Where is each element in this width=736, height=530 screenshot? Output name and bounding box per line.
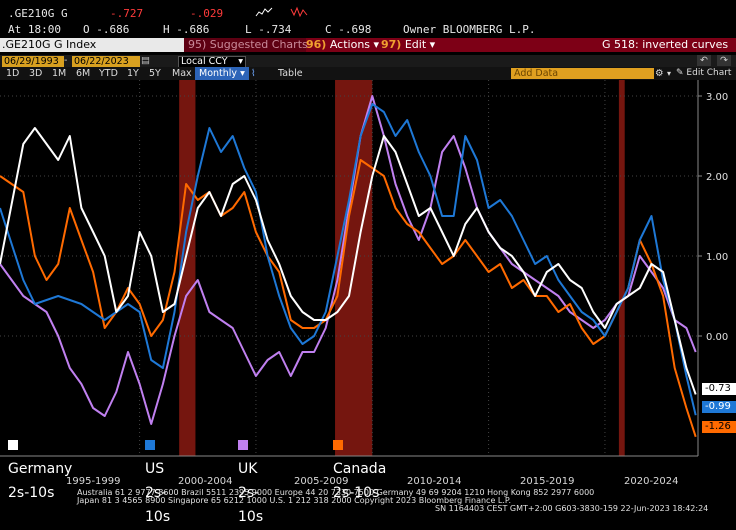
y-tick-label: 3.00 [706,92,728,103]
dropdown-caret-icon: ▾ [238,56,243,67]
edit-menu[interactable]: 97) Edit ▾ [381,38,436,51]
range-ytd[interactable]: YTD [99,68,118,79]
legend-swatch-canada [333,440,343,450]
redo-icon[interactable]: ↷ [717,55,731,66]
legend-swatch-germany [8,440,18,450]
volatility-icon [290,6,308,21]
dropdown-caret-icon: ▾ [373,38,380,51]
range-1d[interactable]: 1D [6,68,20,79]
high-label: H -.686 [163,23,210,36]
owner-label: Owner BLOOMBERG L.P. [403,23,536,36]
index-label[interactable]: .GE210G G Index [0,38,184,52]
frequency-select[interactable]: Monthly ▾ [195,67,249,80]
x-label-1995: 1995-1999 [66,476,121,487]
x-label-2000: 2000-2004 [178,476,233,487]
range-3d[interactable]: 3D [29,68,43,79]
end-date-field[interactable]: 06/22/2023 [72,56,140,67]
net-change: -.029 [190,7,224,20]
line-chart-icon[interactable]: ⌇ [251,68,256,79]
legend-germany[interactable]: Germany 2s-10s [8,433,72,501]
range-5y[interactable]: 5Y [149,68,161,79]
undo-icon[interactable]: ↶ [697,55,711,66]
time-label: At 18:00 [8,23,61,36]
sparkline-icon [255,6,273,21]
line-chart[interactable]: 3.00 2.00 1.00 0.00 [0,80,736,476]
range-max[interactable]: Max [172,68,192,79]
range-1y[interactable]: 1Y [127,68,139,79]
pencil-icon: ✎ [676,68,684,78]
series-line-us [0,103,697,416]
dropdown-caret-icon: ▾ [429,38,436,51]
last-value-germany: -0.73 [702,383,736,395]
last-value-canada: -1.26 [702,421,736,433]
ticker: .GE210G G [8,7,68,20]
x-label-2010: 2010-2014 [407,476,462,487]
y-tick-label: 0.00 [706,332,728,343]
calendar-icon[interactable]: ▤ [141,55,150,66]
date-separator: - [64,55,68,66]
quote-header: .GE210G G -.727 -.029 [0,6,736,21]
edit-chart-button[interactable]: ✎ Edit Chart [676,68,732,78]
range-6m[interactable]: 6M [76,68,91,79]
x-label-2020: 2020-2024 [624,476,679,487]
last-price: -.727 [110,7,144,20]
ohlc-header: At 18:00 O -.686 H -.686 L -.734 C -.698… [0,23,736,37]
table-button[interactable]: Table [278,68,303,79]
legend-swatch-uk [238,440,248,450]
legend-uk[interactable]: UK 2s-10s [238,433,263,525]
edit-caret-icon: ▾ [667,69,672,78]
low-label: L -.734 [245,23,292,36]
x-label-2015: 2015-2019 [520,476,575,487]
legend-us[interactable]: US 2s-10s [145,433,170,525]
legend-swatch-us [145,440,155,450]
actions-menu[interactable]: 96) Actions ▾ [306,38,380,51]
add-data-input[interactable]: Add Data [511,68,654,79]
footer-contacts-2: Japan 81 3 4565 8900 Singapore 65 6212 1… [77,496,512,505]
date-toolbar: 06/29/1993 - 06/22/2023 ▤ Local CCY ▾ ↶ … [0,55,736,69]
settings-icon[interactable]: ⚙ [655,68,664,79]
footer-session: SN 1164403 CEST GMT+2:00 G603-3830-159 2… [435,504,709,513]
recession-band [179,80,196,456]
chart-title: G 518: inverted curves [602,38,729,51]
range-toolbar: 1D 3D 1M 6M YTD 1Y 5Y Max Monthly ▾ ⌇ Ta… [0,67,736,80]
footer-contacts-1: Australia 61 2 9777 8600 Brazil 5511 239… [77,488,595,497]
command-bar: .GE210G G Index 95) Suggested Charts 96)… [0,38,736,52]
recession-band [618,80,625,456]
series-line-germany [0,127,697,395]
close-label: C -.698 [325,23,372,36]
x-label-2005: 2005-2009 [294,476,349,487]
open-label: O -.686 [83,23,130,36]
series-line-canada [0,159,697,438]
y-tick-label: 1.00 [706,252,728,263]
legend-canada[interactable]: Canada 2s-10s [333,433,386,501]
y-tick-label: 2.00 [706,172,728,183]
last-value-us: -0.99 [702,401,736,413]
suggested-charts-button[interactable]: 95) Suggested Charts [184,38,308,52]
start-date-field[interactable]: 06/29/1993 [2,56,64,67]
range-1m[interactable]: 1M [52,68,67,79]
